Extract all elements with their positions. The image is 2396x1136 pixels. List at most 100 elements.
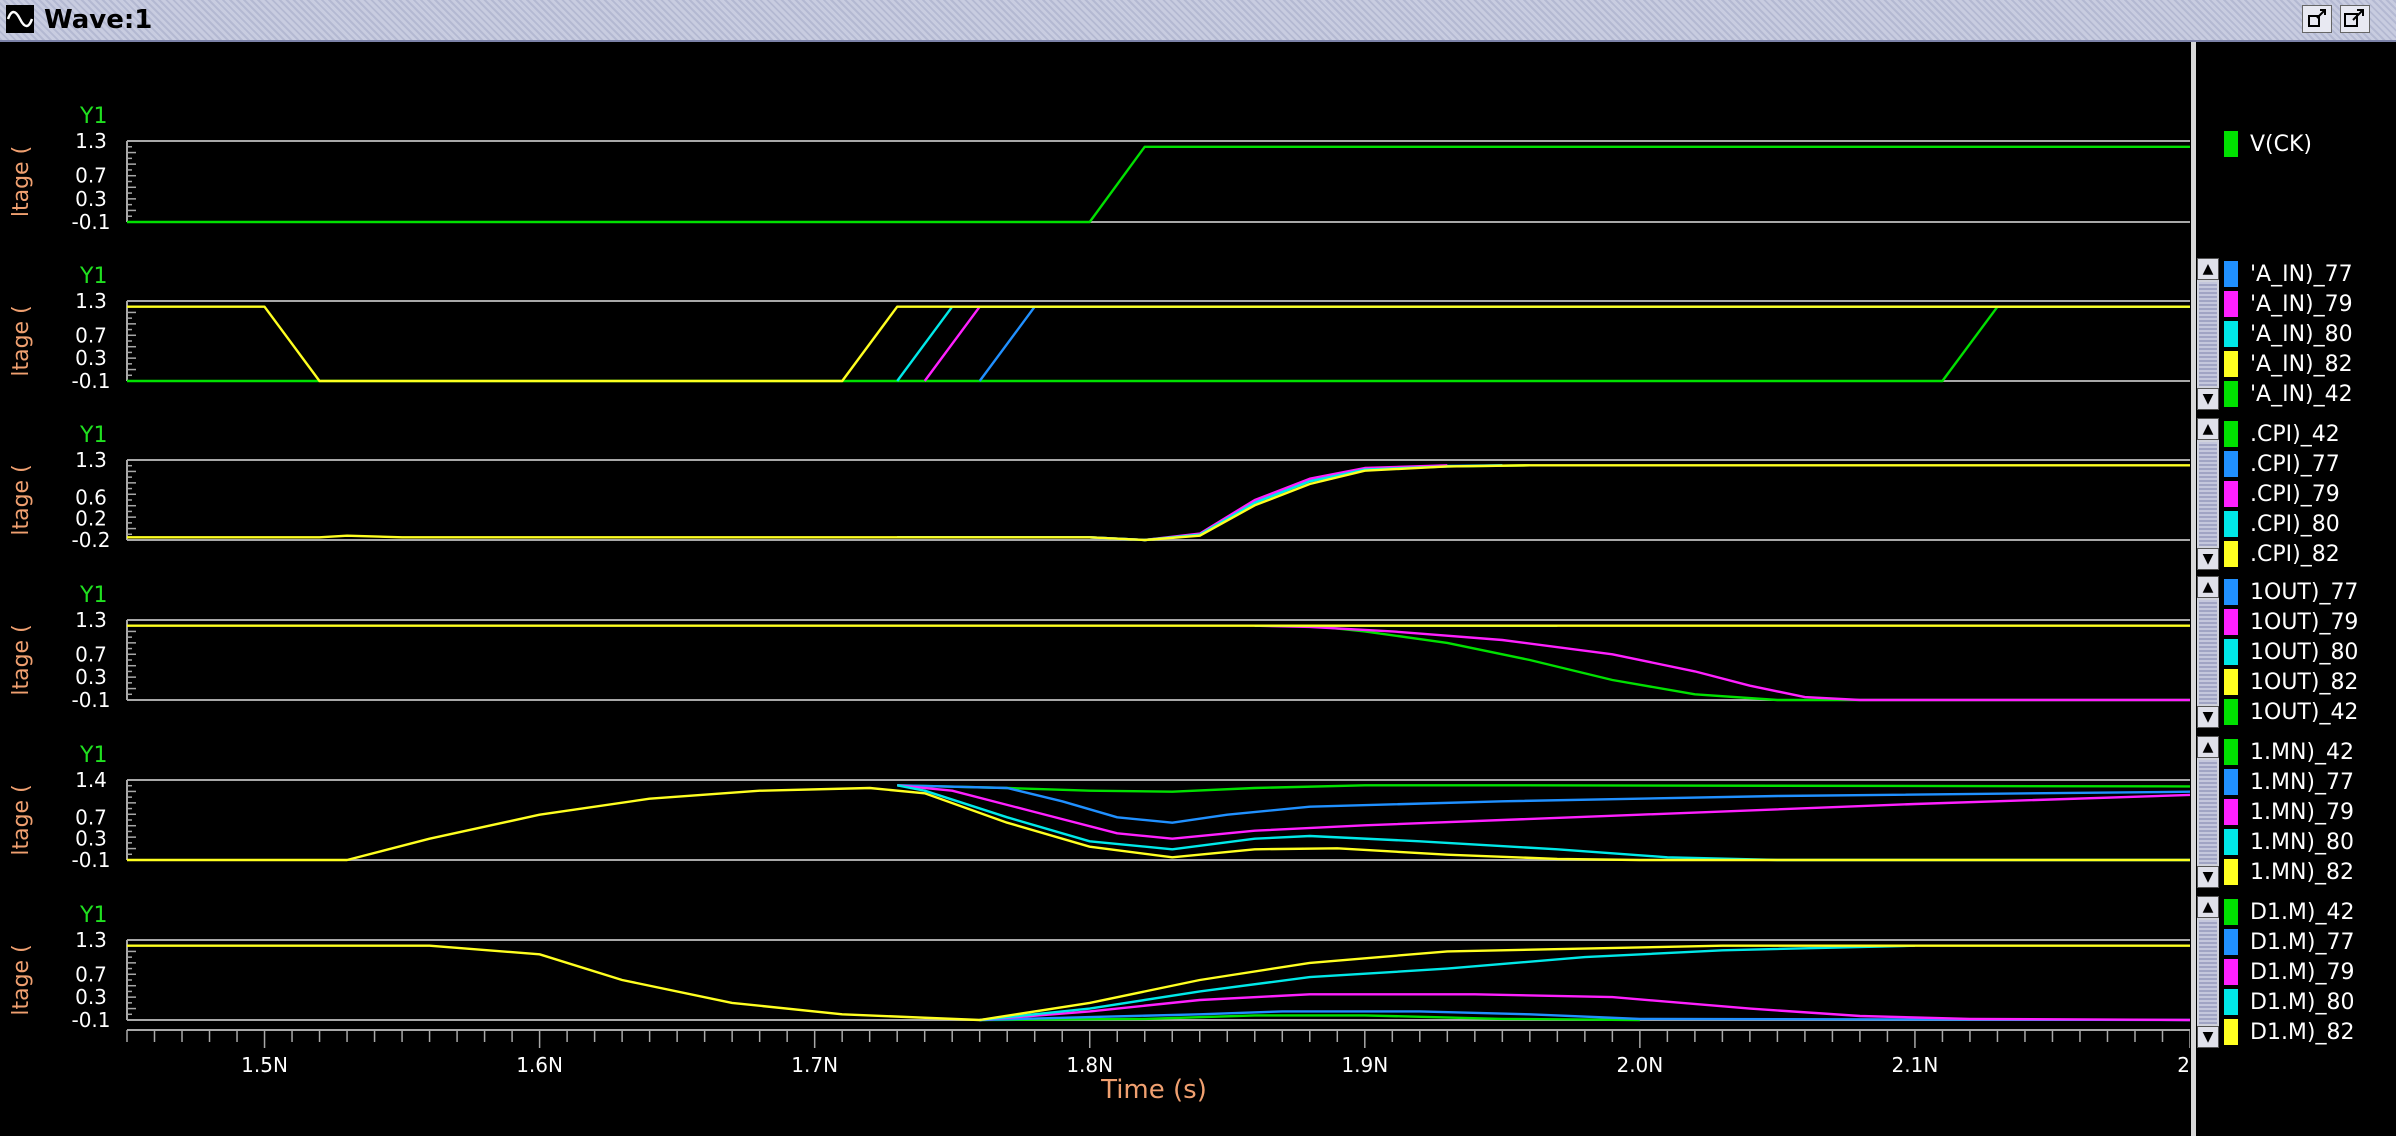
y-tick-label: 0.3	[75, 827, 107, 851]
legend-scrollbar[interactable]: ▲ ▼	[2197, 736, 2219, 888]
maximize-window-icon[interactable]	[2340, 5, 2370, 33]
series-line[interactable]	[897, 784, 2190, 824]
legend-item[interactable]: D1.M)_77	[2224, 928, 2355, 956]
legend-item[interactable]: 'A_IN)_79	[2224, 290, 2353, 318]
series-line[interactable]	[127, 305, 2190, 383]
legend-label: 1.MN)_42	[2250, 739, 2355, 765]
series-line[interactable]	[979, 1014, 1640, 1022]
y-axis-label: ltage (	[9, 784, 34, 855]
series-line[interactable]	[897, 464, 1503, 542]
scroll-down-icon[interactable]: ▼	[2197, 866, 2219, 888]
legend-swatch	[2224, 639, 2238, 665]
panel-name: Y1	[79, 264, 107, 289]
legend-item[interactable]: 1OUT)_79	[2224, 608, 2358, 636]
y-tick-label: 0.3	[75, 665, 107, 689]
legend-item[interactable]: 1.MN)_77	[2224, 768, 2354, 796]
series-line[interactable]	[897, 784, 2190, 840]
legend-item[interactable]: 1.MN)_42	[2224, 738, 2354, 766]
y-tick-label: 1.3	[75, 289, 107, 313]
series-line[interactable]	[127, 145, 2190, 224]
series-line[interactable]	[127, 305, 2190, 383]
y-tick-label: 1.4	[75, 768, 107, 792]
series-line[interactable]	[897, 784, 2190, 793]
y-axis-label: ltage (	[9, 944, 34, 1015]
series-line[interactable]	[1254, 624, 2190, 702]
legend-swatch	[2224, 609, 2238, 635]
legend-item[interactable]: .CPI)_77	[2224, 450, 2340, 478]
scroll-up-icon[interactable]: ▲	[2197, 576, 2219, 598]
legend-swatch	[2224, 739, 2238, 765]
y-axis-label: ltage (	[9, 624, 34, 695]
legend-item[interactable]: .CPI)_82	[2224, 540, 2340, 568]
legend-item[interactable]: 1OUT)_77	[2224, 578, 2358, 606]
legend-label: 1OUT)_42	[2250, 699, 2359, 725]
legend-swatch	[2224, 859, 2238, 885]
series-line[interactable]	[127, 464, 2190, 542]
series-line[interactable]	[896, 784, 2190, 862]
legend-item[interactable]: 'A_IN)_82	[2224, 350, 2353, 378]
legend-item[interactable]: 1.MN)_79	[2224, 798, 2354, 826]
legend-swatch	[2224, 381, 2238, 407]
legend-swatch	[2224, 291, 2238, 317]
series-line[interactable]	[1254, 624, 2190, 702]
legend-item[interactable]: 'A_IN)_80	[2224, 320, 2353, 348]
legend-item[interactable]: 1.MN)_80	[2224, 828, 2354, 856]
legend-scrollbar[interactable]: ▲ ▼	[2197, 258, 2219, 410]
x-tick-label: 1.9N	[1341, 1053, 1388, 1077]
y-tick-label: -0.1	[71, 688, 110, 712]
legend-scrollbar[interactable]: ▲ ▼	[2197, 418, 2219, 570]
scroll-down-icon[interactable]: ▼	[2197, 706, 2219, 728]
pane-divider[interactable]	[2191, 42, 2196, 1136]
series-line[interactable]	[979, 1010, 2190, 1022]
scroll-up-icon[interactable]: ▲	[2197, 736, 2219, 758]
y-tick-label: 0.6	[75, 485, 107, 509]
legend-item[interactable]: 1OUT)_82	[2224, 668, 2358, 696]
legend-item[interactable]: .CPI)_42	[2224, 420, 2340, 448]
legend-item[interactable]: D1.M)_42	[2224, 898, 2355, 926]
legend-item[interactable]: .CPI)_79	[2224, 480, 2340, 508]
series-line[interactable]	[923, 305, 2190, 382]
series-line[interactable]	[896, 305, 2190, 382]
series-line[interactable]	[979, 944, 1915, 1022]
scroll-up-icon[interactable]: ▲	[2197, 418, 2219, 440]
series-line[interactable]	[127, 944, 2190, 1022]
legend-swatch	[2224, 451, 2238, 477]
legend-item[interactable]: 1.MN)_82	[2224, 858, 2354, 886]
legend-swatch	[2224, 699, 2238, 725]
scroll-thumb[interactable]	[2199, 442, 2217, 546]
scroll-thumb[interactable]	[2199, 760, 2217, 864]
scroll-down-icon[interactable]: ▼	[2197, 1026, 2219, 1048]
legend-item[interactable]: 1OUT)_80	[2224, 638, 2358, 666]
scroll-down-icon[interactable]: ▼	[2197, 388, 2219, 410]
panel-name: Y1	[79, 583, 107, 608]
scroll-thumb[interactable]	[2199, 282, 2217, 386]
series-line[interactable]	[127, 786, 2190, 862]
legend-item[interactable]: 'A_IN)_77	[2224, 260, 2353, 288]
legend-item[interactable]: D1.M)_79	[2224, 958, 2355, 986]
legend-item[interactable]: 1OUT)_42	[2224, 698, 2358, 726]
series-line[interactable]	[978, 305, 2190, 382]
series-line[interactable]	[897, 464, 1448, 542]
scroll-thumb[interactable]	[2199, 600, 2217, 704]
scroll-down-icon[interactable]: ▼	[2197, 548, 2219, 570]
x-axis-label: Time (s)	[1100, 1075, 1207, 1105]
scroll-up-icon[interactable]: ▲	[2197, 896, 2219, 918]
series-line[interactable]	[979, 993, 2190, 1022]
legend-scrollbar[interactable]: ▲ ▼	[2197, 896, 2219, 1048]
legend-swatch	[2224, 989, 2238, 1015]
scroll-up-icon[interactable]: ▲	[2197, 258, 2219, 280]
legend-item[interactable]: 'A_IN)_42	[2224, 380, 2353, 408]
y-tick-label: -0.1	[71, 210, 110, 234]
restore-window-icon[interactable]	[2302, 5, 2332, 33]
scroll-thumb[interactable]	[2199, 920, 2217, 1024]
legend-swatch	[2224, 1019, 2238, 1045]
series-line[interactable]	[897, 464, 1503, 542]
legend-item[interactable]: D1.M)_80	[2224, 988, 2355, 1016]
legend-item[interactable]: .CPI)_80	[2224, 510, 2340, 538]
legend-item[interactable]: D1.M)_82	[2224, 1018, 2355, 1046]
window-titlebar: Wave:1	[0, 0, 2396, 42]
legend-scrollbar[interactable]: ▲ ▼	[2197, 576, 2219, 728]
legend-label: 1.MN)_77	[2250, 769, 2355, 795]
legend-item[interactable]: V(CK)	[2224, 130, 2312, 158]
